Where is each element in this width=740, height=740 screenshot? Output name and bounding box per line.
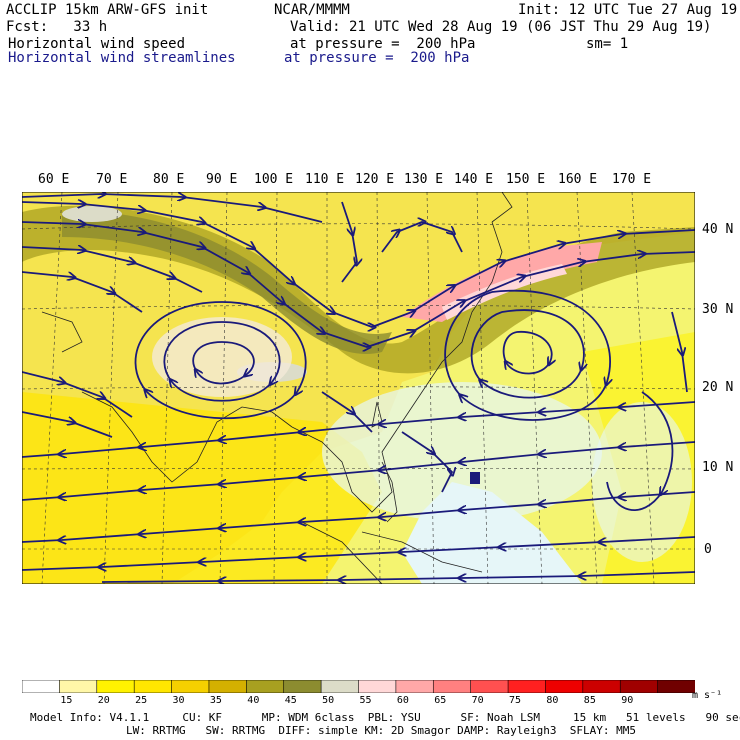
colorbar-swatch [59, 680, 98, 693]
lon-label: 110 E [305, 172, 345, 187]
colorbar-swatch [208, 680, 248, 693]
wind-streamlines [22, 194, 695, 582]
lon-label: 90 E [206, 172, 238, 187]
colorbar-swatch [545, 680, 584, 693]
lat-label: 30 N [702, 302, 734, 317]
colorbar-label: 70 [471, 695, 484, 706]
colorbar-swatch [171, 680, 210, 693]
lon-label: 60 E [38, 172, 70, 187]
colorbar-label: 25 [135, 695, 148, 706]
colorbar-label: 55 [359, 695, 372, 706]
center-name: NCAR/MMMM [274, 2, 350, 18]
init-time: Init: 12 UTC Tue 27 Aug 19 [518, 2, 738, 18]
field1-name: Horizontal wind speed [8, 36, 186, 52]
colorbar-label: 40 [247, 695, 260, 706]
tibetan-high [152, 317, 292, 397]
model-title: ACCLIP 15km ARW-GFS init [6, 2, 209, 18]
colorbar-label: 45 [284, 695, 297, 706]
smoothing: sm= 1 [586, 36, 629, 52]
colorbar-label: 75 [509, 695, 522, 706]
colorbar-label: 15 [60, 695, 73, 706]
colorbar-swatch [133, 680, 173, 693]
colorbar-swatch [96, 680, 135, 693]
field1-level: at pressure = 200 hPa [290, 36, 476, 52]
lat-label: 10 N [702, 460, 734, 475]
colorbar-swatch [320, 680, 360, 693]
lat-label: 40 N [702, 222, 734, 237]
colorbar-label: 60 [396, 695, 409, 706]
colorbar-label: 90 [621, 695, 634, 706]
colorbar-swatch [582, 680, 622, 693]
valid-time: Valid: 21 UTC Wed 28 Aug 19 (06 JST Thu … [290, 19, 712, 35]
colorbar-label: 50 [322, 695, 335, 706]
lon-label: 80 E [153, 172, 185, 187]
colorbar-swatch [22, 680, 61, 693]
colorbar-swatch [657, 680, 695, 693]
field2-name: Horizontal wind streamlines [8, 50, 236, 66]
lon-label: 160 E [558, 172, 598, 187]
colorbar-swatch [507, 680, 547, 693]
colorbar-swatch [432, 680, 472, 693]
lon-label: 150 E [506, 172, 546, 187]
field2-level: at pressure = 200 hPa [284, 50, 470, 66]
colorbar-label: 65 [434, 695, 447, 706]
lat-label: 0 [704, 542, 712, 557]
colorbar-label: 30 [172, 695, 185, 706]
colorbar-swatch [395, 680, 435, 693]
wind-grey-patch [62, 206, 122, 222]
lon-label: 100 E [254, 172, 294, 187]
colorbar-swatch [246, 680, 285, 693]
colorbar-swatch [470, 680, 509, 693]
model-info-line2: LW: RRTMG SW: RRTMG DIFF: simple KM: 2D … [126, 724, 636, 737]
lon-label: 140 E [454, 172, 494, 187]
colorbar-label: 85 [583, 695, 596, 706]
colorbar-label: 20 [97, 695, 110, 706]
forecast-hour: Fcst: 33 h [6, 19, 108, 35]
colorbar-swatch [358, 680, 397, 693]
wind-map [22, 192, 695, 584]
lon-label: 120 E [355, 172, 395, 187]
lon-label: 130 E [404, 172, 444, 187]
colorbar-label: 35 [209, 695, 222, 706]
cyclone-marker [470, 472, 480, 484]
model-info-line1: Model Info: V4.1.1 CU: KF MP: WDM 6class… [30, 711, 740, 724]
wind-colorbar [22, 680, 695, 693]
lon-label: 70 E [96, 172, 128, 187]
lat-label: 20 N [702, 380, 734, 395]
lon-label: 170 E [612, 172, 652, 187]
colorbar-unit: m s⁻¹ [692, 690, 723, 701]
colorbar-swatch [283, 680, 322, 693]
colorbar-label: 80 [546, 695, 559, 706]
colorbar-swatch [619, 680, 659, 693]
